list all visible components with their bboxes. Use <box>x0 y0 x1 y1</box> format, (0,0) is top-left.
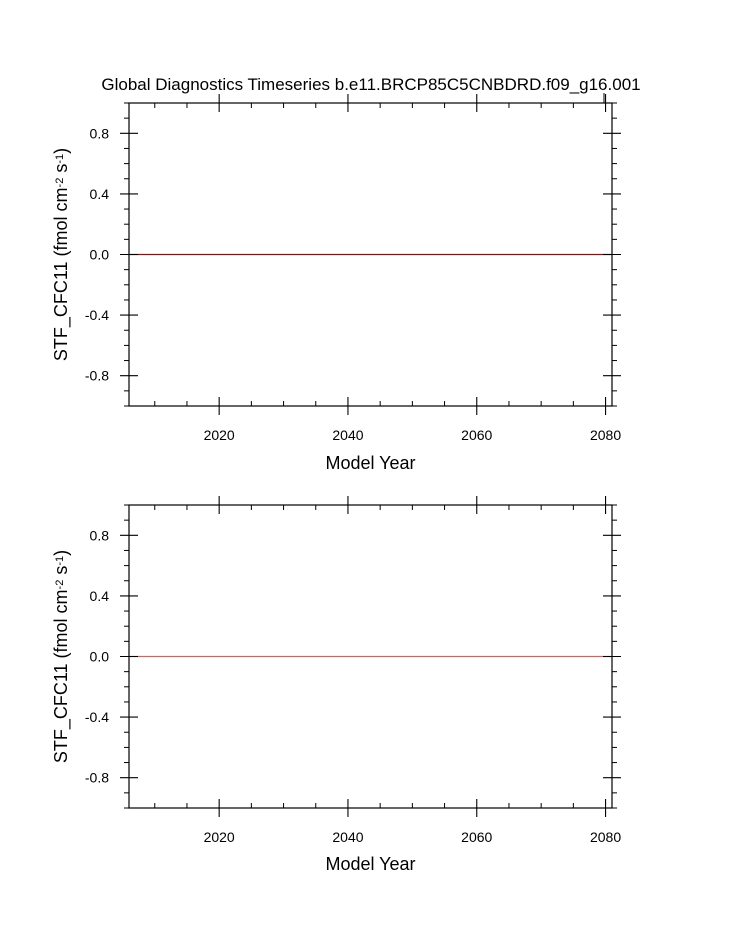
y-axis-title-part: STF_CFC11 (fmol cm <box>51 187 72 361</box>
x-axis-title: Model Year <box>325 453 415 473</box>
y-axis-title-superscript: -2 <box>54 580 66 590</box>
chart-panel-2: 2020 2040 2060 2080 0.8 0.4 0.0 -0.4 -0.8 Model Y… <box>51 496 621 874</box>
y-axis-title-superscript: -1 <box>54 556 66 566</box>
x-axis-title: Model Year <box>325 854 415 874</box>
y-tick-label: 0.0 <box>90 649 110 665</box>
x-tick-label: 2020 <box>204 829 235 845</box>
x-tick-label: 2040 <box>332 427 363 443</box>
y-tick-label: -0.4 <box>85 709 109 725</box>
y-tick-label: 0.4 <box>90 186 110 202</box>
y-tick-label: 0.8 <box>90 125 110 141</box>
x-tick-label: 2060 <box>461 829 492 845</box>
y-tick-label: 0.8 <box>90 527 110 543</box>
y-tick-label: -0.4 <box>85 307 109 323</box>
y-axis-title-part: STF_CFC11 (fmol cm <box>51 589 72 763</box>
y-tick-label: -0.8 <box>85 770 109 786</box>
y-axis-title-part: s <box>51 566 71 580</box>
y-tick-label: 0.4 <box>90 588 110 604</box>
y-tick-label: -0.8 <box>85 368 109 384</box>
y-axis-title-superscript: -1 <box>54 154 66 164</box>
y-axis-title-part: s <box>51 164 71 178</box>
y-axis-title-part: ) <box>51 148 71 154</box>
chart-panel-1: 2020 2040 2060 2080 0.8 0.4 0.0 -0.4 -0.8 Model Y… <box>51 94 621 473</box>
y-axis-title-superscript: -2 <box>54 178 66 188</box>
x-tick-label: 2080 <box>590 829 621 845</box>
y-tick-label: 0.0 <box>90 247 110 263</box>
y-axis-title: STF_CFC11 (fmol cm-2 s-1) <box>51 148 72 361</box>
x-tick-label: 2040 <box>332 829 363 845</box>
x-tick-label: 2020 <box>204 427 235 443</box>
x-tick-label: 2060 <box>461 427 492 443</box>
y-axis-title-part: ) <box>51 550 71 556</box>
y-axis-title: STF_CFC11 (fmol cm-2 s-1) <box>51 550 72 763</box>
plot-title: Global Diagnostics Timeseries b.e11.BRCP… <box>101 75 640 94</box>
x-tick-label: 2080 <box>590 427 621 443</box>
